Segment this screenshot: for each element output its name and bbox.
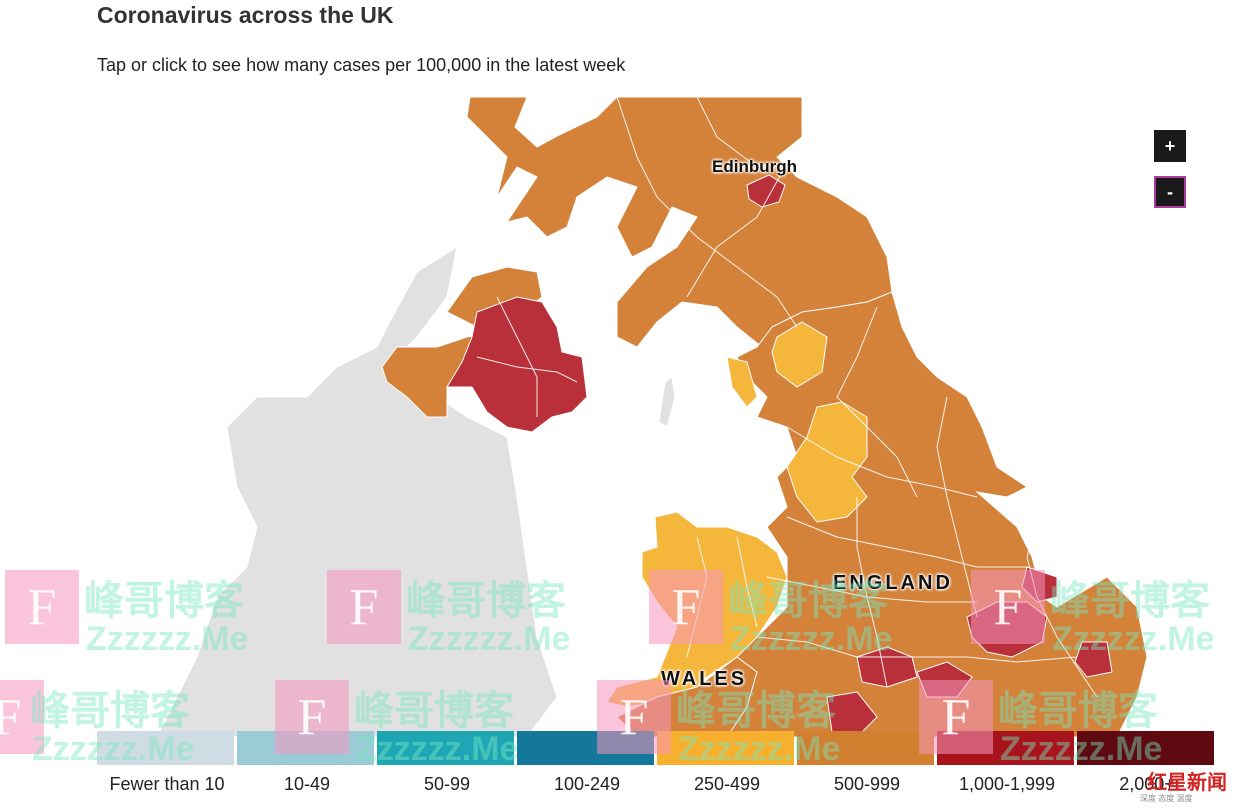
legend-item-10-49: 10-49 (237, 731, 377, 801)
legend-item-fewer-than-10: Fewer than 10 (97, 731, 237, 801)
map-legend: Fewer than 10 10-49 50-99 100-249 250-49… (97, 731, 1217, 801)
legend-label: 1,000-1,999 (958, 774, 1056, 794)
edinburgh-label: Edinburgh (712, 157, 797, 176)
legend-label: 2,000+ (1119, 774, 1175, 794)
legend-item-1000-1999: 1,000-1,999 (937, 731, 1077, 801)
legend-swatch (1077, 731, 1214, 765)
region-borders (476, 97, 1098, 698)
uk-map[interactable] (97, 97, 1217, 737)
legend-label: Fewer than 10 (109, 774, 225, 794)
legend-item-2000-plus: 2,000+ (1077, 731, 1217, 801)
legend-label: 10-49 (283, 774, 331, 794)
legend-swatch (97, 731, 234, 765)
legend-item-500-999: 500-999 (797, 731, 937, 801)
legend-item-250-499: 250-499 (657, 731, 797, 801)
zoom-out-button[interactable]: - (1154, 176, 1186, 208)
north-yorkshire-dales[interactable] (771, 321, 828, 388)
source-tagline: 深度 态度 温度 (1140, 794, 1193, 803)
england-label: ENGLAND (833, 572, 953, 594)
legend-item-50-99: 50-99 (377, 731, 517, 801)
legend-label: 250-499 (693, 774, 761, 794)
wales-label: WALES (661, 668, 748, 690)
source-logo: 红星新闻 (1147, 770, 1227, 794)
map-canvas[interactable] (97, 97, 1217, 737)
zoom-in-button[interactable]: + (1154, 130, 1186, 162)
east-region[interactable] (1074, 641, 1113, 678)
legend-label: 500-999 (833, 774, 901, 794)
south-coast-red[interactable] (826, 691, 878, 737)
legend-item-100-249: 100-249 (517, 731, 657, 801)
watermark-logo: F (5, 570, 79, 644)
watermark-logo: F (0, 680, 44, 754)
legend-swatch (517, 731, 654, 765)
legend-label: 50-99 (423, 774, 471, 794)
northern-ireland-east[interactable] (446, 296, 588, 433)
legend-swatch (377, 731, 514, 765)
page-subtitle: Tap or click to see how many cases per 1… (97, 55, 626, 75)
page-title: Coronavirus across the UK (97, 2, 394, 28)
isle-of-man (658, 376, 676, 428)
lancashire-coast[interactable] (726, 356, 758, 408)
edinburgh-region[interactable] (746, 174, 786, 208)
legend-label: 100-249 (553, 774, 621, 794)
scotland-region[interactable] (466, 97, 893, 348)
legend-swatch (657, 731, 794, 765)
legend-swatch (937, 731, 1074, 765)
legend-swatch (237, 731, 374, 765)
legend-swatch (797, 731, 934, 765)
